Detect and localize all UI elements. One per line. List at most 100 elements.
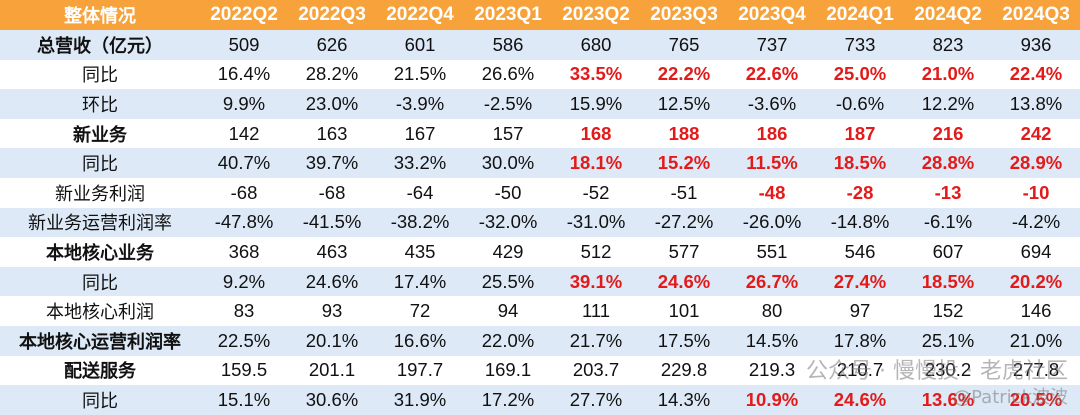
table-cell: -26.0% — [728, 207, 816, 238]
table-row: 环比 9.9% 23.0% -3.9% -2.5% 15.9% 12.5% -3.6% -0.6… — [0, 89, 1080, 119]
table-cell: 152 — [904, 296, 992, 326]
table-cell: 551 — [728, 237, 816, 267]
table-cell: 97 — [816, 296, 904, 326]
table-cell: -10 — [992, 177, 1080, 208]
table-cell: 31.9% — [376, 385, 464, 415]
table-cell: 429 — [464, 237, 552, 267]
table-cell: 9.9% — [200, 89, 288, 119]
row-label: 本地核心运营利润率 — [0, 325, 200, 356]
table-cell: 201.1 — [288, 355, 376, 386]
table-cell: 20.5% — [992, 385, 1080, 415]
table-cell: -38.2% — [376, 207, 464, 238]
table-cell: 13.8% — [992, 89, 1080, 119]
table-cell: 17.5% — [640, 325, 728, 356]
table-cell: 15.1% — [200, 385, 288, 415]
table-cell: 16.4% — [200, 59, 288, 90]
table-cell: 626 — [288, 30, 376, 60]
table-cell: 111 — [552, 296, 640, 326]
table-cell: 9.2% — [200, 266, 288, 297]
table-cell: -0.6% — [816, 89, 904, 119]
table-cell: 146 — [992, 296, 1080, 326]
column-header: 2023Q1 — [464, 0, 552, 30]
table-cell: 14.3% — [640, 385, 728, 415]
table-cell: 18.1% — [552, 148, 640, 178]
table-cell: 22.2% — [640, 59, 728, 90]
row-label: 本地核心利润 — [0, 296, 200, 326]
table-cell: 142 — [200, 118, 288, 149]
table-cell: 25.1% — [904, 325, 992, 356]
table-cell: 18.5% — [816, 148, 904, 178]
table-cell: 16.6% — [376, 325, 464, 356]
table-row: 本地核心利润 83 93 72 94 111 101 80 97 152 146 — [0, 296, 1080, 326]
table-row: 本地核心运营利润率 22.5% 20.1% 16.6% 22.0% 21.7% 17.5% 1… — [0, 325, 1080, 356]
table-body: 总营收（亿元） 509 626 601 586 680 765 737 733 823 936 同比 1… — [0, 30, 1080, 415]
table-row: 配送服务 159.5 201.1 197.7 169.1 203.7 229.8 219.3 2… — [0, 355, 1080, 386]
table-cell: 10.9% — [728, 385, 816, 415]
table-cell: 72 — [376, 296, 464, 326]
table-cell: 17.8% — [816, 325, 904, 356]
table-cell: 22.6% — [728, 59, 816, 90]
table-row: 新业务利润 -68 -68 -64 -50 -52 -51 -48 -28 -13 -10 — [0, 177, 1080, 208]
table-cell: -52 — [552, 177, 640, 208]
row-label: 环比 — [0, 89, 200, 119]
column-header: 2023Q2 — [552, 0, 640, 30]
table-cell: 210.7 — [816, 355, 904, 386]
table-cell: 169.1 — [464, 355, 552, 386]
table-cell: 197.7 — [376, 355, 464, 386]
table-row: 同比 9.2% 24.6% 17.4% 25.5% 39.1% 24.6% 26.7% 27.4… — [0, 266, 1080, 297]
table-cell: 823 — [904, 30, 992, 60]
table-cell: 219.3 — [728, 355, 816, 386]
table-cell: 26.6% — [464, 59, 552, 90]
table-cell: 157 — [464, 118, 552, 149]
table-cell: 229.8 — [640, 355, 728, 386]
row-label: 新业务 — [0, 118, 200, 149]
table-cell: 23.0% — [288, 89, 376, 119]
table-cell: -68 — [200, 177, 288, 208]
table-cell: 15.2% — [640, 148, 728, 178]
table-cell: 607 — [904, 237, 992, 267]
table-cell: 733 — [816, 30, 904, 60]
table-cell: 17.4% — [376, 266, 464, 297]
table-cell: 694 — [992, 237, 1080, 267]
table-cell: 28.8% — [904, 148, 992, 178]
table-cell: -48 — [728, 177, 816, 208]
table-cell: 601 — [376, 30, 464, 60]
table-cell: 277.8 — [992, 355, 1080, 386]
table-cell: 216 — [904, 118, 992, 149]
table-cell: 33.2% — [376, 148, 464, 178]
table-cell: -32.0% — [464, 207, 552, 238]
row-label: 配送服务 — [0, 355, 200, 386]
table-cell: -28 — [816, 177, 904, 208]
table-cell: 512 — [552, 237, 640, 267]
column-header: 2022Q3 — [288, 0, 376, 30]
table-cell: 24.6% — [288, 266, 376, 297]
table-cell: 22.0% — [464, 325, 552, 356]
table-cell: -41.5% — [288, 207, 376, 238]
table-cell: 168 — [552, 118, 640, 149]
table-cell: -2.5% — [464, 89, 552, 119]
table-cell: 40.7% — [200, 148, 288, 178]
row-label: 新业务运营利润率 — [0, 207, 200, 238]
table-cell: 83 — [200, 296, 288, 326]
table-cell: 33.5% — [552, 59, 640, 90]
row-label: 本地核心业务 — [0, 237, 200, 267]
table-cell: 93 — [288, 296, 376, 326]
table-cell: 242 — [992, 118, 1080, 149]
table-cell: 203.7 — [552, 355, 640, 386]
table-cell: 159.5 — [200, 355, 288, 386]
column-header: 2023Q4 — [728, 0, 816, 30]
table-cell: 737 — [728, 30, 816, 60]
row-label: 同比 — [0, 148, 200, 178]
table-cell: 368 — [200, 237, 288, 267]
column-header: 2022Q2 — [200, 0, 288, 30]
table-cell: 586 — [464, 30, 552, 60]
table-cell: -51 — [640, 177, 728, 208]
table-cell: 230.2 — [904, 355, 992, 386]
table-cell: 18.5% — [904, 266, 992, 297]
table-cell: 28.2% — [288, 59, 376, 90]
row-label: 同比 — [0, 266, 200, 297]
table-row: 同比 15.1% 30.6% 31.9% 17.2% 27.7% 14.3% 10.9% 24.… — [0, 385, 1080, 415]
table-cell: 15.9% — [552, 89, 640, 119]
column-header: 2024Q3 — [992, 0, 1080, 30]
table-cell: 11.5% — [728, 148, 816, 178]
